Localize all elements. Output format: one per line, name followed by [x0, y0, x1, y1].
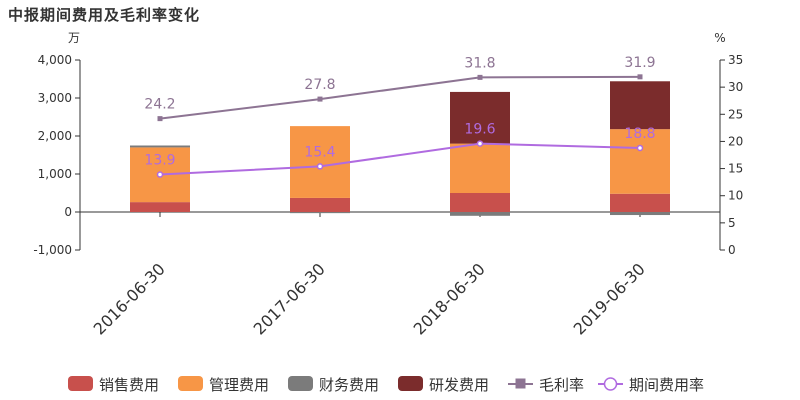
bar-管理费用 — [450, 143, 510, 193]
x-tick-label: 2016-06-30 — [90, 259, 169, 338]
bar-销售费用 — [290, 197, 350, 212]
y-left-tick-label: 3,000 — [38, 91, 72, 105]
y-right-tick-label: 20 — [728, 134, 743, 148]
point-毛利率 — [157, 116, 163, 122]
x-tick-label: 2017-06-30 — [250, 259, 329, 338]
bar-财务费用 — [130, 145, 190, 148]
bar-管理费用 — [290, 126, 350, 198]
legend-item-研发费用: 研发费用 — [398, 376, 489, 394]
bar-销售费用 — [130, 202, 190, 212]
data-label-毛利率: 31.9 — [624, 55, 655, 71]
y-right-tick-label: 15 — [728, 162, 743, 176]
data-label-期间费用率: 19.6 — [464, 122, 495, 138]
legend-swatch — [398, 376, 423, 391]
bar-财务费用 — [610, 212, 670, 216]
data-label-毛利率: 24.2 — [144, 97, 175, 113]
point-毛利率 — [317, 96, 323, 102]
y-left-unit: 万 — [68, 31, 80, 45]
legend-label: 财务费用 — [319, 376, 379, 394]
legend-swatch — [68, 376, 93, 391]
legend-swatch — [288, 376, 313, 391]
legend-marker — [603, 377, 618, 391]
point-期间费用率 — [476, 140, 484, 147]
legend-label: 毛利率 — [539, 376, 584, 394]
lines — [156, 74, 644, 178]
legend-item-财务费用: 财务费用 — [288, 376, 379, 394]
legend: 销售费用 管理费用 财务费用 研发费用 毛利率 期间费用率 — [68, 376, 704, 394]
legend-marker — [515, 378, 526, 389]
point-期间费用率 — [636, 144, 644, 152]
bar-研发费用 — [610, 81, 670, 130]
x-tick-label: 2018-06-30 — [410, 259, 489, 338]
y-right-tick-label: 5 — [728, 216, 736, 230]
data-label-毛利率: 27.8 — [304, 77, 335, 93]
legend-swatch — [178, 376, 203, 391]
legend-label: 期间费用率 — [629, 376, 704, 394]
bars — [130, 81, 670, 216]
legend-label: 研发费用 — [429, 376, 489, 394]
bar-财务费用 — [450, 212, 510, 216]
x-tick-label: 2019-06-30 — [570, 259, 649, 338]
bar-财务费用 — [290, 212, 350, 214]
data-label-毛利率: 31.8 — [464, 55, 495, 71]
y-right-tick-label: 10 — [728, 189, 743, 203]
point-毛利率 — [637, 74, 643, 80]
line-毛利率 — [159, 75, 641, 120]
y-right-unit: % — [714, 31, 725, 45]
bar-销售费用 — [610, 193, 670, 212]
chart-title: 中报期间费用及毛利率变化 — [8, 6, 201, 24]
y-left-tick-label: 0 — [64, 205, 72, 219]
y-right-tick-label: 35 — [728, 53, 743, 67]
bar-管理费用 — [610, 129, 670, 194]
point-毛利率 — [477, 74, 483, 80]
data-label-期间费用率: 13.9 — [144, 153, 175, 169]
bar-研发费用 — [450, 91, 510, 144]
y-left-tick-label: -1,000 — [33, 243, 72, 257]
y-right-tick-label: 0 — [728, 243, 736, 257]
legend-label: 管理费用 — [209, 376, 269, 394]
y-left-tick-label: 4,000 — [38, 53, 72, 67]
data-labels: 24.2 27.8 31.8 31.9 13.9 15.4 19.6 18.8 — [144, 55, 655, 169]
legend-item-期间费用率: 期间费用率 — [598, 376, 704, 394]
line-期间费用率 — [159, 142, 641, 176]
point-期间费用率 — [156, 171, 164, 178]
y-left-tick-label: 2,000 — [38, 129, 72, 143]
legend-item-销售费用: 销售费用 — [68, 376, 159, 394]
legend-item-毛利率: 毛利率 — [508, 376, 584, 394]
point-期间费用率 — [316, 163, 324, 170]
y-right-tick-label: 25 — [728, 107, 743, 121]
y-left-tick-label: 1,000 — [38, 167, 72, 181]
legend-label: 销售费用 — [99, 376, 159, 394]
data-label-期间费用率: 15.4 — [304, 144, 335, 160]
legend-item-管理费用: 管理费用 — [178, 376, 269, 394]
data-label-期间费用率: 18.8 — [624, 126, 655, 142]
bar-销售费用 — [450, 193, 510, 212]
y-right-tick-label: 30 — [728, 80, 743, 94]
